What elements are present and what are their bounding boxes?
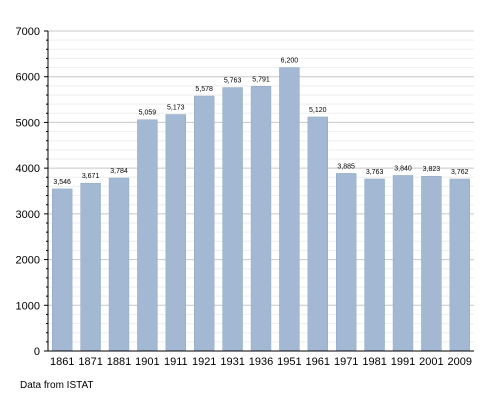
x-tick-label-1936: 1936	[249, 356, 273, 368]
bar-1901	[137, 119, 158, 352]
value-label-1921: 5,578	[195, 86, 213, 93]
y-tick-label: 7000	[16, 26, 40, 38]
y-tick-label: 3000	[16, 209, 40, 221]
y-tick-label: 6000	[16, 72, 40, 84]
bar-1881	[108, 177, 130, 352]
bars	[52, 67, 470, 352]
x-tick-label-1911: 1911	[164, 356, 188, 368]
x-tick-label-1871: 1871	[78, 356, 102, 368]
x-tick-label-1981: 1981	[362, 356, 386, 368]
axes	[44, 30, 474, 352]
bar-1961	[307, 116, 328, 352]
value-label-1951: 6,200	[281, 58, 299, 65]
x-tick-label-1861: 1861	[50, 356, 74, 368]
value-label-1981: 3,763	[366, 169, 384, 176]
value-label-1931: 5,763	[224, 78, 242, 85]
x-tick-label-1901: 1901	[135, 356, 159, 368]
y-tick-label: 4000	[16, 163, 40, 175]
bar-1931	[222, 87, 243, 352]
y-tick-label: 1000	[16, 300, 40, 312]
x-tick-label-1961: 1961	[306, 356, 330, 368]
x-tick-label-1921: 1921	[192, 356, 216, 368]
value-label-1961: 5,120	[309, 107, 327, 114]
bar-1951	[279, 67, 300, 352]
x-tick-label-1951: 1951	[277, 356, 301, 368]
value-label-1881: 3,784	[110, 168, 128, 175]
bar-1911	[165, 114, 186, 352]
bar-1871	[80, 182, 101, 352]
bar-1991	[392, 175, 414, 352]
source-note: Data from ISTAT	[20, 380, 94, 391]
bar-2009	[449, 178, 470, 352]
bar-2001	[421, 175, 442, 352]
y-tick-label: 0	[34, 346, 40, 358]
value-label-2001: 3,823	[423, 166, 441, 173]
x-tick-label-1991: 1991	[391, 356, 415, 368]
y-tick-label: 2000	[16, 255, 40, 267]
labels: 0 1000 2000 3000 4000 5000 6000 7000 3,546 1861 3,…	[16, 26, 473, 368]
bar-1971	[336, 173, 357, 352]
x-tick-label-2001: 2001	[419, 356, 443, 368]
value-label-1911: 5,173	[167, 105, 185, 112]
x-tick-label-1971: 1971	[334, 356, 358, 368]
value-label-2009: 3,762	[451, 169, 469, 176]
bar-1861	[52, 188, 73, 352]
x-tick-label-1881: 1881	[107, 356, 131, 368]
value-label-1991: 3,840	[394, 165, 412, 172]
value-label-1901: 5,059	[139, 110, 157, 117]
x-tick-label-1931: 1931	[220, 356, 244, 368]
value-label-1861: 3,546	[53, 179, 71, 186]
value-label-1971: 3,885	[337, 163, 355, 170]
x-tick-label-2009: 2009	[448, 356, 472, 368]
bar-1981	[364, 178, 385, 352]
value-label-1871: 3,671	[82, 173, 100, 180]
value-label-1936: 5,791	[252, 76, 270, 83]
bar-1936	[250, 86, 272, 352]
bar-1921	[194, 95, 215, 352]
y-tick-label: 5000	[16, 117, 40, 129]
